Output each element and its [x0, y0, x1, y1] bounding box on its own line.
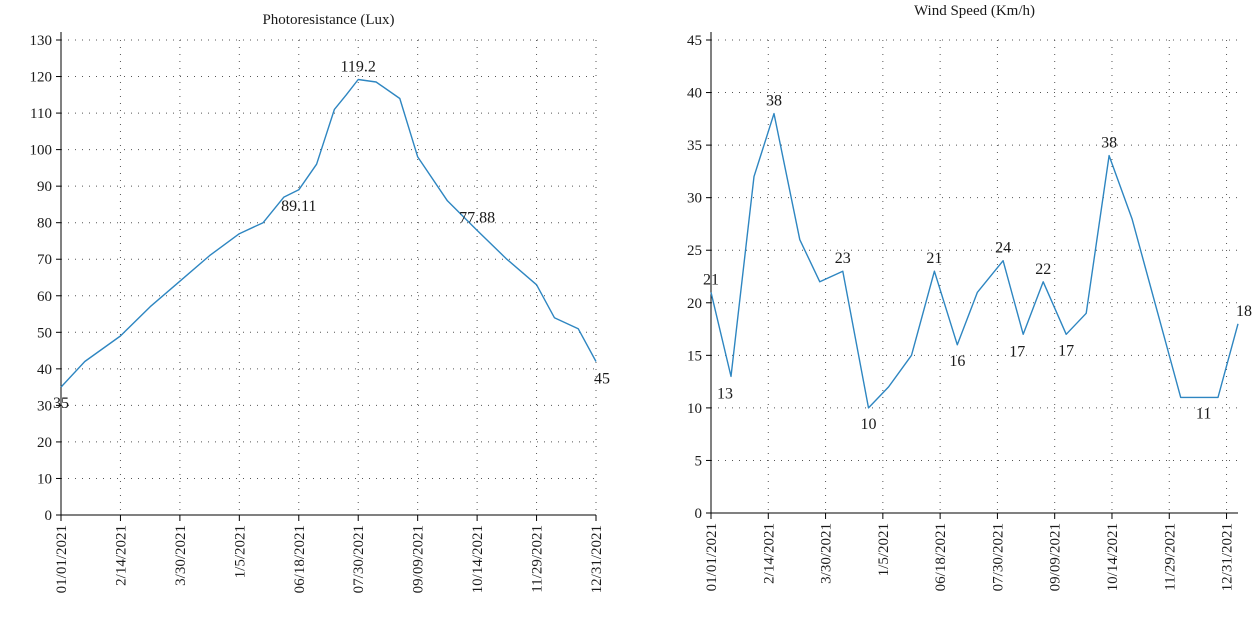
data-label: 10: [861, 416, 877, 433]
x-tick-label: 3/30/2021: [819, 523, 835, 584]
chart-title: Wind Speed (Km/h): [914, 3, 1035, 19]
y-tick-label: 30: [37, 398, 52, 414]
data-label: 119.2: [341, 58, 376, 75]
y-tick-label: 70: [37, 252, 52, 268]
y-tick-label: 40: [37, 362, 52, 378]
y-tick-label: 80: [37, 216, 52, 232]
y-tick-label: 35: [687, 138, 702, 154]
y-tick-label: 130: [30, 33, 53, 49]
data-label: 21: [926, 250, 942, 267]
y-tick-label: 90: [37, 179, 52, 195]
x-tick-label: 07/30/2021: [990, 523, 1006, 591]
y-tick-label: 10: [687, 401, 702, 417]
data-label: 45: [594, 371, 610, 388]
x-tick-label: 1/5/2021: [876, 523, 892, 576]
photoresistance-chart: Photoresistance (Lux) 0 10 20 30 40 50 60 70 80 9…: [30, 12, 611, 593]
data-label: 89.11: [281, 198, 316, 215]
y-tick-label: 20: [37, 435, 52, 451]
y-tick-label: 20: [687, 296, 702, 312]
data-label: 17: [1009, 343, 1025, 360]
data-label: 38: [1101, 135, 1117, 152]
x-tick-label: 3/30/2021: [173, 525, 189, 586]
data-label: 22: [1035, 261, 1051, 278]
x-tick-label: 2/14/2021: [761, 523, 777, 584]
x-tick-label: 10/14/2021: [1105, 523, 1121, 591]
data-label: 16: [949, 353, 965, 370]
x-tick-label: 09/09/2021: [1048, 523, 1064, 591]
x-tick-label: 12/31/2021: [1220, 523, 1236, 591]
y-tick-label: 0: [695, 506, 703, 522]
data-label: 38: [766, 93, 782, 110]
series-line: [60, 78, 597, 388]
data-label: 24: [995, 240, 1011, 257]
y-tick-label: 50: [37, 325, 52, 341]
data-label: 21: [703, 271, 719, 288]
x-tick-label: 06/18/2021: [933, 523, 949, 591]
data-label: 77.88: [459, 209, 495, 226]
y-tick-label: 60: [37, 289, 52, 305]
chart-title: Photoresistance (Lux): [262, 12, 394, 28]
x-tick-label: 2/14/2021: [113, 525, 129, 586]
x-tick-label: 11/29/2021: [1162, 523, 1178, 591]
y-tick-label: 45: [687, 33, 702, 49]
y-tick-label: 100: [30, 143, 53, 159]
y-tick-label: 0: [45, 508, 53, 524]
x-tick-label: 01/01/2021: [54, 525, 70, 593]
data-label: 17: [1058, 342, 1074, 359]
y-tick-label: 120: [30, 70, 53, 86]
y-tick-label: 5: [695, 453, 703, 469]
data-label: 13: [717, 385, 733, 402]
data-label: 18: [1236, 303, 1252, 320]
data-label: 23: [835, 250, 851, 267]
x-tick-label: 10/14/2021: [470, 525, 486, 593]
y-tick-label: 40: [687, 86, 702, 102]
x-tick-label: 01/01/2021: [704, 523, 720, 591]
y-tick-label: 15: [687, 348, 702, 364]
x-tick-label: 09/09/2021: [411, 525, 427, 593]
x-tick-label: 11/29/2021: [530, 525, 546, 593]
wind-speed-chart: Wind Speed (Km/h) 0 5 10 15 20 25 30 35 40 45 01/0…: [687, 3, 1252, 591]
y-tick-label: 10: [37, 471, 52, 487]
data-label: 35: [53, 395, 69, 412]
x-tick-label: 06/18/2021: [292, 525, 308, 593]
y-tick-label: 110: [30, 106, 52, 122]
data-label: 11: [1196, 405, 1211, 422]
y-tick-label: 30: [687, 191, 702, 207]
x-tick-label: 1/5/2021: [232, 525, 248, 578]
x-tick-label: 07/30/2021: [351, 525, 367, 593]
y-tick-label: 25: [687, 243, 702, 259]
series-line: [710, 112, 1239, 409]
x-tick-label: 12/31/2021: [589, 525, 605, 593]
